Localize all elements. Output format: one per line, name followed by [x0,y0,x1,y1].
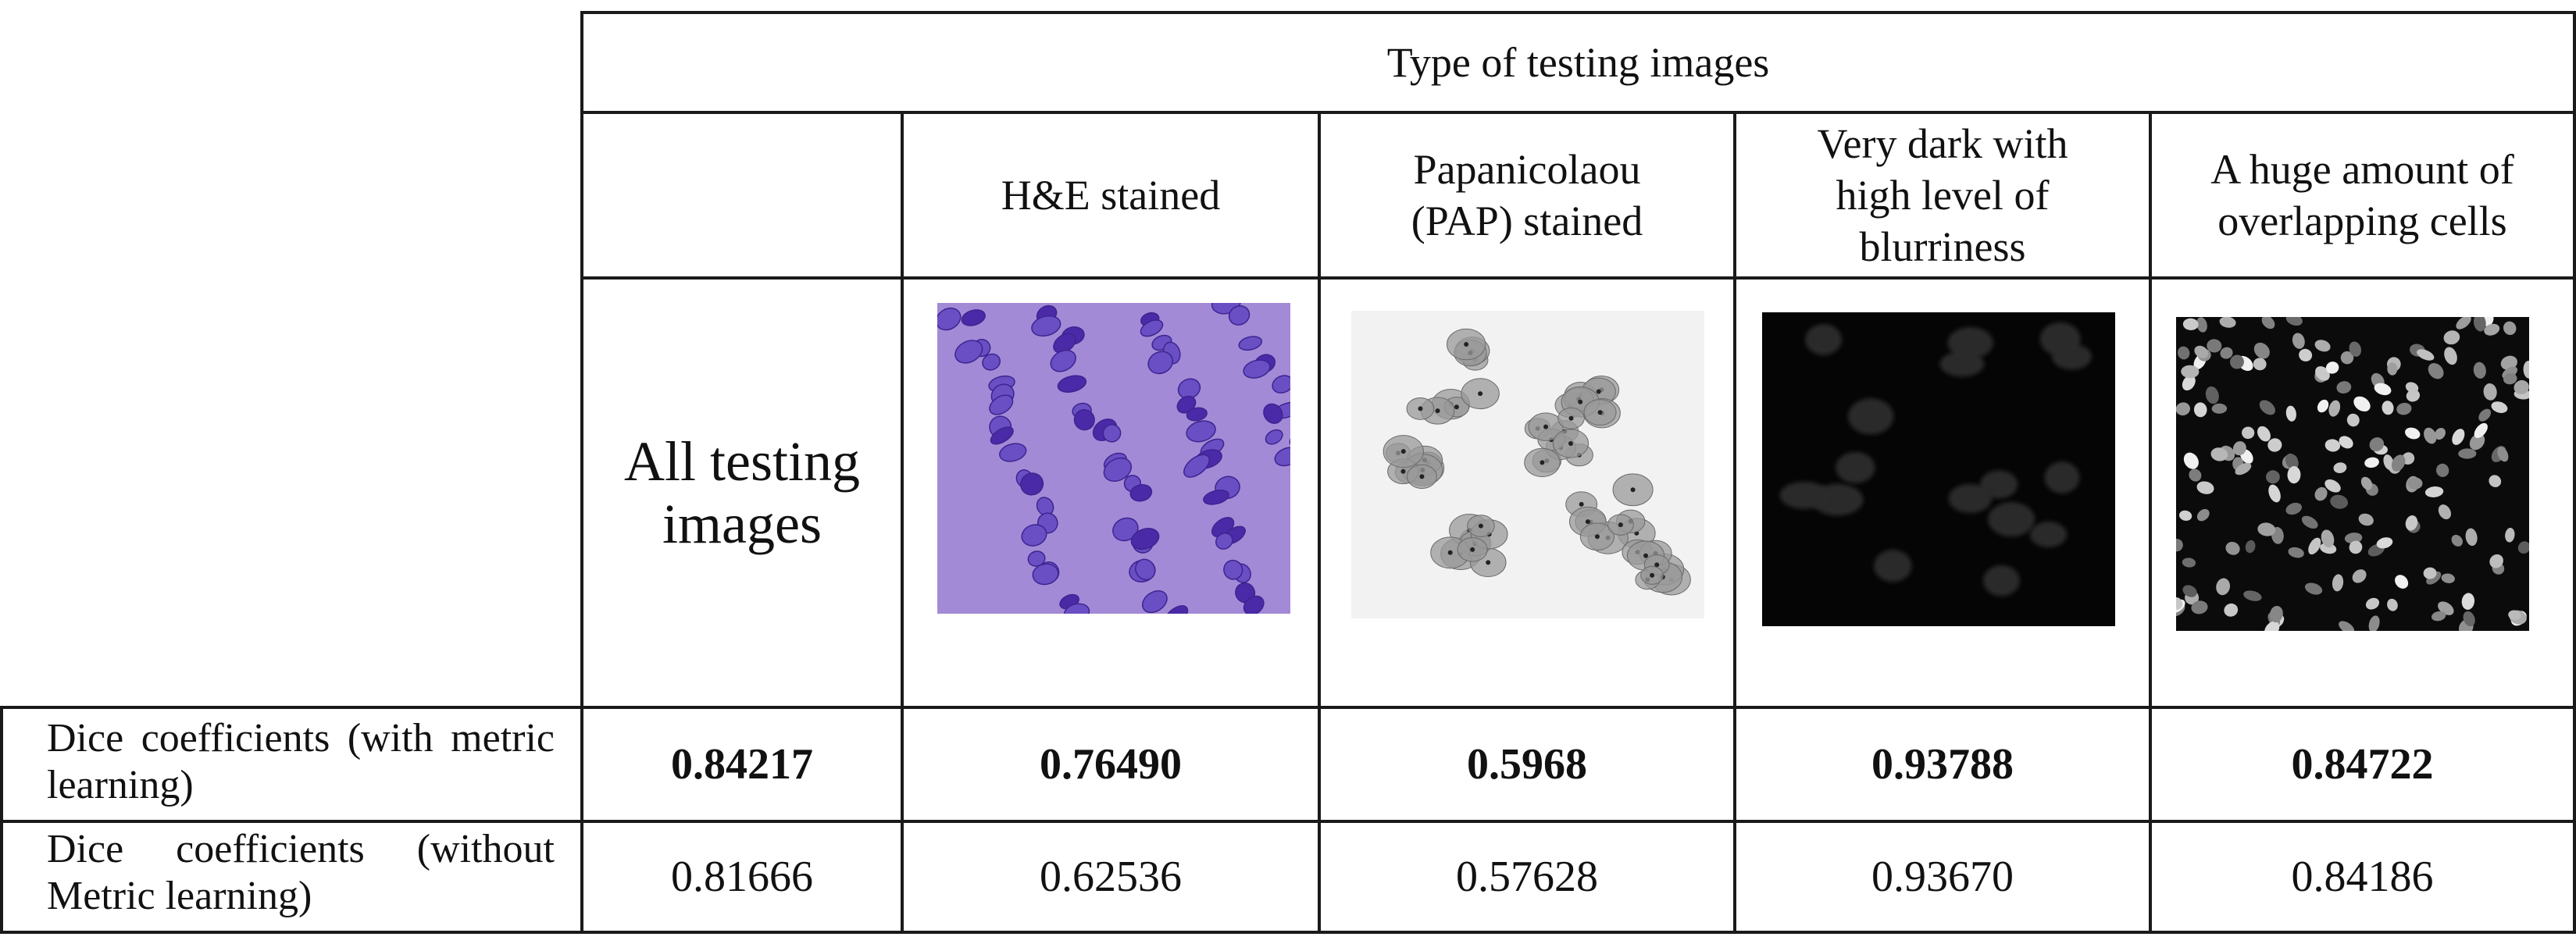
col-divider-1 [901,111,904,934]
col-divider-2 [1318,111,1321,934]
value-overlapping-with: 0.84722 [2291,740,2434,789]
table-top-border [580,11,2576,14]
value-he-with: 0.76490 [1040,740,1182,789]
col-divider-3 [1733,111,1736,934]
table-right-border [2573,11,2576,934]
he-stained-image [937,303,1290,614]
column-header-pap: Papanicolaou (PAP) stained [1411,146,1643,244]
subheader-divider [580,276,2576,280]
column-header-overlapping: A huge amount of overlapping cells [2210,146,2514,244]
row-label-with-metric-learning: Dice coefficients (with metric learning) [47,716,555,807]
column-header-he: H&E stained [1001,172,1221,219]
group-title: Type of testing images [1386,39,1770,86]
col-divider-0 [580,11,583,934]
value-all-without: 0.81666 [671,853,813,901]
header-divider [580,111,2576,114]
pap-stained-image [1351,311,1704,618]
table-left-border [0,706,3,934]
dark-blurry-image [1762,312,2115,626]
overlapping-cells-image [2176,317,2529,631]
metric-row-divider [0,820,2576,823]
column-header-dark: Very dark with high level of blurriness [1817,120,2068,270]
image-row-divider [0,706,2576,709]
value-all-with: 0.84217 [671,740,813,789]
value-dark-without: 0.93670 [1871,853,2014,901]
value-pap-with: 0.5968 [1467,740,1587,789]
table-bottom-border [0,931,2576,934]
value-dark-with: 0.93788 [1871,740,2014,789]
all-testing-images-label: All testing images [624,430,860,555]
row-label-without-metric-learning: Dice coefficients (without Metric learni… [47,827,555,918]
value-overlapping-without: 0.84186 [2291,853,2434,901]
col-divider-4 [2149,111,2152,934]
value-pap-without: 0.57628 [1456,853,1598,901]
value-he-without: 0.62536 [1040,853,1182,901]
